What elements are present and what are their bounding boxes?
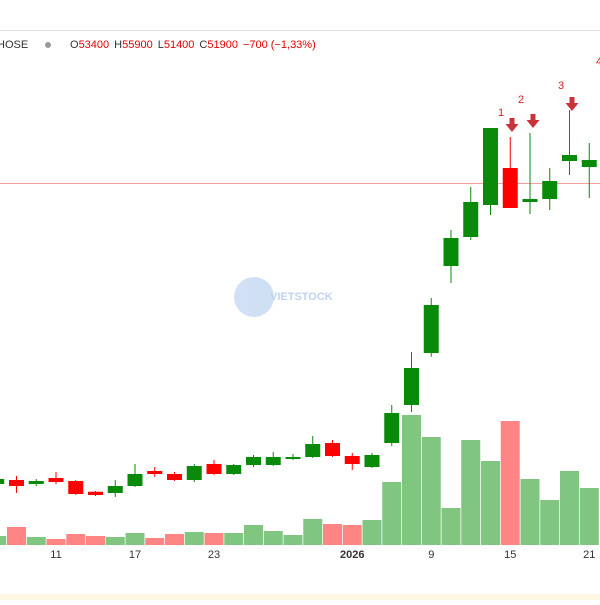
candle-body (384, 413, 400, 443)
x-tick-label: 15 (504, 549, 516, 561)
x-tick-label: 17 (129, 549, 141, 561)
candle-body (68, 481, 84, 494)
volume-bar (26, 537, 46, 545)
candle-body (28, 481, 44, 484)
volume-bar (481, 461, 500, 545)
candle-body (265, 457, 281, 465)
ohlc-label: L (158, 39, 164, 51)
footer-strip (0, 594, 600, 600)
volume-bar (224, 533, 244, 545)
arrow (565, 97, 579, 111)
ohlc-label: H (114, 39, 122, 51)
ohlc-label: O (70, 39, 79, 51)
ohlc-value: 51400 (164, 39, 195, 51)
volume-bar (303, 519, 323, 545)
annotation: 3 (558, 80, 564, 92)
volume-bar (441, 508, 461, 545)
volume-bar (0, 536, 7, 545)
candle-body (364, 455, 380, 467)
volume-bar (184, 532, 204, 545)
change: −700 (−1,33%) (243, 39, 316, 51)
candle-body (167, 474, 182, 480)
volume-bar (461, 440, 481, 545)
candle-body (423, 305, 439, 353)
x-tick-label: 21 (583, 549, 595, 561)
symbol: HOSE (0, 39, 28, 51)
candle-body (226, 465, 242, 474)
volume-bar (263, 531, 283, 545)
candle-body (344, 456, 360, 464)
volume-bar (500, 421, 520, 545)
annotation: 4 (596, 56, 600, 68)
candle-body (206, 464, 222, 474)
watermark: VIETSTOCK (234, 277, 333, 317)
candle-body (48, 478, 64, 482)
candle-body (186, 466, 202, 480)
x-tick-label: 11 (50, 549, 61, 561)
volume-bar (402, 415, 421, 545)
volume-bar (342, 525, 362, 545)
volume-bar (244, 525, 263, 545)
ohlc-header: O53400 H55900 L51400 C51900 −700 (−1,33%) (70, 39, 316, 51)
candle-body (246, 457, 261, 465)
volume-bar (540, 500, 560, 545)
volume-bar (7, 527, 26, 545)
watermark-text: VIETSTOCK (270, 291, 333, 303)
volume-bar (283, 535, 303, 545)
candle-body (542, 181, 558, 199)
candle-body (285, 457, 301, 459)
candle-body (9, 480, 24, 486)
candle-body (0, 479, 5, 484)
arrow (526, 114, 540, 128)
dot (45, 42, 51, 48)
candle-body (522, 199, 538, 202)
candle-body (147, 471, 163, 474)
candle-body (483, 128, 498, 205)
candle-body (107, 486, 123, 493)
arrow (505, 118, 519, 132)
annotation: 2 (518, 94, 524, 106)
volume-bar (362, 520, 382, 545)
volume-bar (86, 536, 105, 545)
volume-bar (145, 538, 165, 545)
ohlc-text: O53400 H55900 L51400 C51900 −700 (−1,33%) (70, 39, 316, 51)
candle-body (562, 155, 577, 161)
annotation: 1 (498, 107, 504, 119)
candle-body (581, 160, 597, 167)
ohlc-value: 51900 (207, 39, 238, 51)
volume-bar (105, 537, 125, 545)
candle-body (325, 443, 340, 456)
candle-body (127, 474, 143, 486)
volume-bar (66, 534, 86, 545)
volume-bar (579, 488, 599, 545)
ohlc-value: 53400 (79, 39, 110, 51)
candle-body (404, 368, 419, 405)
candle-body (502, 168, 518, 208)
x-tick-label: 9 (428, 549, 434, 561)
volume-bar (204, 533, 224, 545)
candle-body (305, 444, 321, 457)
ohlc-label: C (199, 39, 207, 51)
ohlc-value: 55900 (122, 39, 153, 51)
watermark-logo (234, 277, 274, 317)
volume-bar (125, 533, 145, 545)
volume-bar (560, 471, 579, 545)
volume-bar (165, 534, 184, 545)
volume-bar (382, 482, 402, 545)
candle-body (443, 238, 459, 266)
x-tick-label: 2026 (340, 549, 364, 561)
candle-body (88, 491, 103, 495)
volume-bar (46, 539, 66, 545)
volume-bar (520, 479, 540, 545)
volume-bar (421, 437, 441, 545)
candle-body (463, 202, 479, 237)
volume-bar (323, 524, 342, 545)
x-tick-label: 23 (208, 549, 220, 561)
